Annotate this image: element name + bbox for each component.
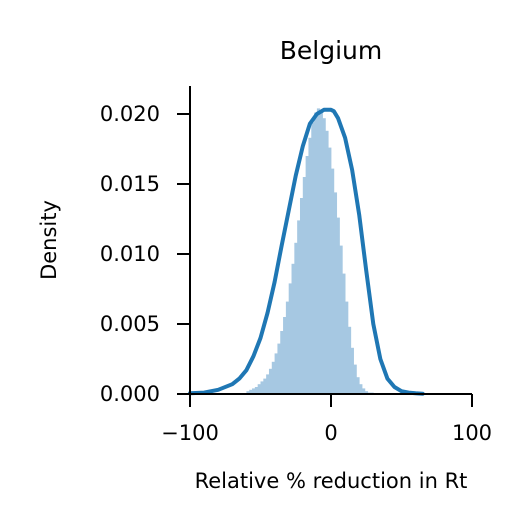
histogram-bar — [268, 368, 273, 394]
histogram-bar — [316, 108, 321, 395]
y-axis-ticks: 0.000 0.005 0.010 0.015 0.020 — [100, 102, 190, 406]
histogram-bar — [291, 263, 295, 394]
x-axis-ticks: −100 0 100 — [161, 394, 492, 445]
histogram-bar — [297, 220, 301, 394]
histogram-bar — [260, 381, 264, 394]
y-tick-label: 0.015 — [100, 172, 160, 196]
histogram-bar — [333, 192, 338, 394]
x-tick-label: 100 — [452, 421, 492, 445]
histogram-bar — [308, 137, 312, 395]
histogram-bar — [252, 388, 256, 394]
histogram-bar — [257, 384, 261, 394]
histogram-bar — [249, 389, 253, 394]
histogram-bar — [359, 384, 363, 394]
histogram-bar — [274, 353, 278, 394]
histogram-bar — [305, 156, 309, 394]
histogram-bar — [325, 130, 329, 395]
y-axis-label: Density — [37, 200, 61, 280]
histogram-bar — [356, 377, 360, 394]
y-tick-label: 0.000 — [100, 382, 160, 406]
histogram-bar — [263, 378, 267, 394]
histogram-bar — [350, 347, 354, 394]
histogram-bar — [336, 217, 340, 394]
histogram-bar — [294, 242, 298, 394]
histogram-bar — [277, 343, 281, 394]
histogram-bar — [345, 301, 349, 394]
y-tick-label: 0.010 — [100, 242, 160, 266]
histogram-bar — [353, 364, 357, 394]
y-tick-label: 0.020 — [100, 102, 160, 126]
kde-line — [188, 107, 425, 396]
histogram-bar — [288, 283, 292, 394]
histogram-bar — [311, 122, 315, 395]
histogram-bar — [266, 374, 270, 394]
histogram-bar — [302, 177, 307, 394]
histogram — [246, 108, 374, 395]
histogram-bar — [319, 111, 323, 394]
histogram-bar — [364, 391, 369, 394]
histogram-bar — [362, 388, 366, 394]
y-tick-label: 0.005 — [100, 312, 160, 336]
histogram-bar — [322, 118, 326, 394]
chart-title: Belgium — [280, 36, 383, 65]
histogram-bar — [283, 317, 287, 394]
x-axis-label: Relative % reduction in Rt — [195, 469, 468, 493]
histogram-bar — [331, 168, 335, 394]
histogram-bar — [328, 147, 332, 394]
histogram-bar — [347, 326, 352, 394]
x-tick-label: 0 — [324, 421, 337, 445]
histogram-bar — [285, 301, 290, 394]
histogram-bar — [271, 361, 275, 394]
histogram-bar — [339, 245, 343, 394]
histogram-bar — [299, 198, 304, 394]
histogram-bar — [314, 112, 318, 394]
histogram-bar — [254, 387, 259, 394]
x-tick-label: −100 — [161, 421, 219, 445]
histogram-bar — [246, 391, 250, 394]
histogram-bar — [280, 331, 284, 394]
histogram-bar — [342, 273, 346, 394]
